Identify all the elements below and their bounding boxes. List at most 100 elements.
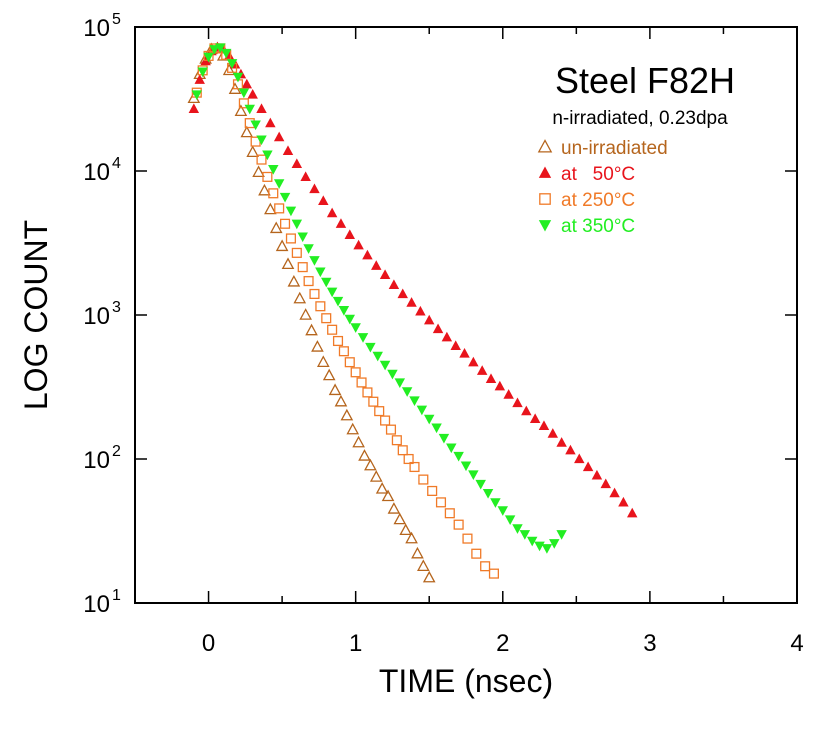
data-point [462, 533, 473, 544]
data-point [387, 502, 401, 514]
data-point [387, 369, 398, 380]
data-point [374, 406, 385, 417]
data-point [574, 453, 585, 464]
data-point [285, 206, 297, 217]
data-point [460, 461, 472, 472]
data-point [368, 396, 379, 407]
data-point [291, 219, 303, 230]
data-point [468, 356, 479, 367]
data-point [332, 335, 344, 347]
data-point [409, 461, 420, 473]
data-point [273, 179, 285, 189]
data-point [258, 183, 271, 196]
data-point [268, 188, 279, 199]
data-point [427, 485, 438, 496]
data-point [357, 333, 369, 343]
data-point [297, 232, 308, 243]
data-point [321, 313, 332, 324]
data-point [401, 387, 413, 397]
y-tick-exponent: 3 [112, 299, 121, 316]
data-point [274, 203, 285, 214]
data-point [534, 541, 545, 552]
data-point [416, 405, 428, 416]
data-point [399, 523, 413, 536]
data-point [391, 435, 402, 446]
data-point [362, 249, 373, 260]
y-tick-base: 10 [83, 159, 110, 186]
data-point [423, 314, 435, 325]
data-point [529, 413, 541, 423]
data-point [519, 530, 531, 540]
data-point [269, 221, 283, 234]
data-point [220, 48, 232, 59]
data-point [468, 470, 479, 481]
data-point [256, 154, 267, 165]
data-point [226, 59, 238, 69]
legend-marker [538, 220, 552, 232]
data-point [394, 378, 406, 388]
data-point [444, 508, 455, 519]
data-point [591, 469, 603, 480]
data-point [264, 202, 277, 215]
data-point [340, 408, 354, 421]
data-point [627, 507, 638, 518]
data-point [241, 78, 253, 89]
data-point [480, 561, 491, 572]
data-point [282, 145, 294, 155]
data-point [350, 367, 361, 378]
data-series [187, 41, 638, 583]
data-point [281, 257, 295, 270]
data-point [234, 104, 248, 117]
data-point [346, 422, 360, 435]
x-tick-label: 4 [790, 630, 803, 657]
data-point [309, 288, 320, 300]
data-point [565, 444, 576, 455]
data-point [504, 515, 516, 526]
data-point [503, 389, 514, 399]
data-point [262, 150, 273, 161]
data-point [250, 120, 261, 131]
data-point [372, 351, 383, 362]
data-point [256, 135, 267, 146]
data-point [459, 348, 470, 358]
data-point [494, 380, 506, 391]
data-point [446, 443, 457, 454]
data-point [512, 397, 523, 408]
legend-label: at 250°C [561, 190, 635, 211]
data-point [512, 524, 523, 534]
series-1 [187, 41, 436, 583]
x-axis-label: TIME (nsec) [379, 663, 553, 699]
legend: un-irradiated at 50°C at 250°C at 350°C [537, 138, 668, 237]
data-point [417, 559, 430, 572]
y-tick-label: 10 [83, 591, 110, 618]
data-point [275, 239, 289, 252]
y-tick-exponent: 4 [112, 155, 121, 172]
data-point [194, 74, 205, 84]
data-point [316, 355, 330, 367]
data-point [526, 536, 538, 547]
data-point [344, 229, 356, 240]
data-point [541, 544, 553, 554]
data-point [423, 414, 435, 425]
data-point [358, 449, 371, 461]
data-point [326, 287, 338, 298]
data-point [369, 470, 383, 482]
data-point [321, 277, 332, 288]
data-point [309, 183, 320, 194]
data-point [482, 488, 494, 499]
data-point [299, 308, 312, 320]
y-tick-label: 10 [83, 159, 110, 186]
x-tick-label: 2 [496, 630, 509, 657]
legend-marker [537, 139, 553, 153]
data-point [381, 489, 395, 502]
data-point [209, 45, 220, 55]
data-point [222, 63, 236, 76]
chart-subtitle: n-irradiated, 0.23dpa [552, 108, 728, 129]
data-point [415, 305, 426, 316]
data-point [262, 171, 273, 182]
data-point [344, 357, 355, 368]
data-point [252, 165, 265, 178]
legend-marker [539, 193, 551, 205]
series-4 [191, 43, 567, 554]
